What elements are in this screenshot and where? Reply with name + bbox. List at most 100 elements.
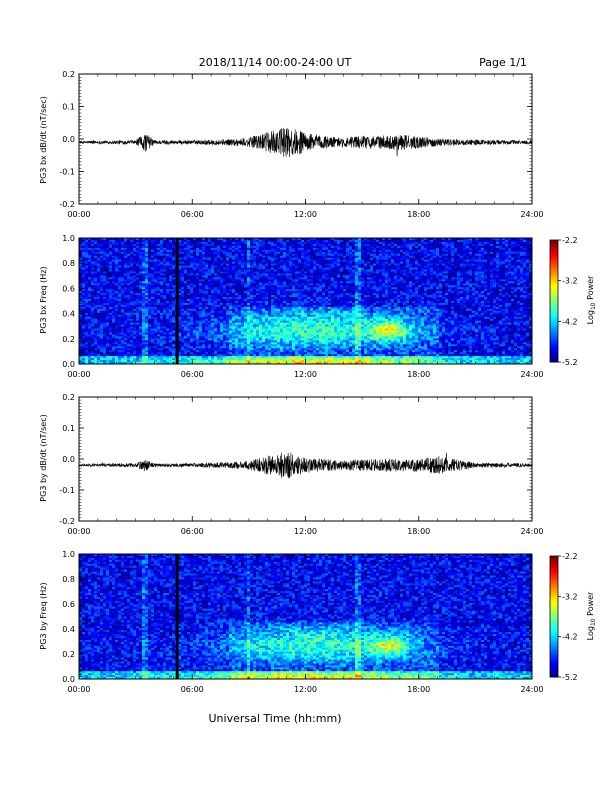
bx-spectrogram-cell: [142, 285, 146, 288]
bx-spectrogram-cell: [184, 352, 188, 355]
bx-spectrogram-cell: [103, 316, 107, 320]
bx-spectrogram-cell: [253, 245, 257, 249]
bx-spectrogram-cell: [106, 318, 110, 321]
bx-spectrogram-cell: [145, 269, 149, 272]
bx-spectrogram-cell: [169, 263, 173, 266]
bx-spectrogram-cell: [166, 251, 170, 255]
bx-spectrogram-cell: [262, 293, 266, 296]
bx-spectrogram-cell: [115, 281, 119, 284]
bx-spectrogram-cell: [115, 352, 119, 355]
bx-spectrogram-cell: [286, 295, 290, 298]
bx-spectrogram-cell: [79, 263, 83, 266]
bx-spectrogram-cell: [217, 358, 221, 361]
bx-spectrogram-cell: [292, 241, 296, 245]
bx-spectrogram-cell: [193, 338, 197, 341]
bx-spectrogram-cell: [241, 238, 245, 241]
bx-spectrogram-cell: [253, 271, 257, 274]
bx-spectrogram-cell: [151, 275, 155, 278]
bx-spectrogram-cell: [262, 281, 266, 284]
bx-spectrogram-cell: [259, 255, 263, 258]
bx-spectrogram-cell: [268, 340, 272, 343]
bx-spectrogram-cell: [283, 340, 287, 343]
bx-spectrogram-cell: [220, 348, 224, 351]
bx-spectrogram-cell: [145, 332, 149, 335]
bx-spectrogram-cell: [229, 265, 233, 268]
bx-spectrogram-cell: [178, 330, 182, 333]
bx-spectrogram-cell: [295, 267, 299, 270]
bx-spectrogram-cell: [133, 301, 137, 304]
bx-spectrogram-cell: [265, 308, 269, 312]
bx-spectrogram-cell: [214, 277, 218, 280]
bx-spectrogram-cell: [229, 277, 233, 280]
bx-spectrogram-cell: [247, 263, 251, 266]
bx-spectrogram-cell: [199, 295, 203, 298]
bx-spectrogram-cell: [232, 245, 236, 249]
bx-spectrogram-cell: [211, 263, 215, 266]
bx-spectrogram-cell: [160, 255, 164, 258]
bx-spectrogram-cell: [274, 301, 278, 304]
bx-spectrogram-cell: [130, 320, 134, 323]
bx-spectrogram-cell: [184, 308, 188, 312]
bx-spectrogram-cell: [286, 279, 290, 282]
bx-spectrogram-cell: [178, 350, 182, 353]
bx-spectrogram-cell: [79, 273, 83, 276]
bx-spectrogram-cell: [91, 239, 95, 243]
bx-spectrogram-cell: [97, 348, 101, 351]
bx-spectrogram-cell: [163, 279, 167, 282]
bx-spectrogram-cell: [214, 330, 218, 333]
bx-spectrogram-cell: [283, 338, 287, 341]
bx-spectrogram-cell: [160, 328, 164, 331]
bx-spectrogram-cell: [145, 251, 149, 255]
bx-spectrogram-cell: [283, 308, 287, 312]
bx-spectrogram-cell: [268, 245, 272, 249]
bx-spectrogram-cell: [94, 344, 98, 347]
bx-spectrogram-cell: [280, 330, 284, 333]
bx-spectrogram-cell: [238, 348, 242, 351]
bx-spectrogram-cell: [139, 271, 143, 274]
bx-spectrogram-cell: [166, 352, 170, 355]
bx-spectrogram-cell: [199, 289, 203, 292]
bx-spectrogram-cell: [232, 326, 236, 329]
bx-spectrogram-cell: [202, 346, 206, 349]
bx-spectrogram-cell: [259, 328, 263, 331]
bx-spectrogram-cell: [187, 352, 191, 355]
bx-spectrogram-cell: [109, 320, 113, 323]
bx-spectrogram-cell: [265, 289, 269, 292]
bx-spectrogram-cell: [190, 304, 194, 308]
bx-spectrogram-cell: [172, 354, 176, 357]
bx-spectrogram-cell: [106, 245, 110, 249]
bx-spectrogram-cell: [124, 283, 128, 286]
bx-spectrogram-cell: [250, 362, 254, 365]
bx-spectrogram-cell: [136, 340, 140, 343]
bx-spectrogram-cell: [181, 328, 185, 331]
bx-spectrogram-cell: [163, 346, 167, 349]
bx-spectrogram-cell: [91, 295, 95, 298]
bx-spectrogram-cell: [88, 251, 92, 255]
bx-spectrogram-cell: [121, 360, 125, 363]
bx-spectrogram-cell: [238, 312, 242, 316]
bx-spectrogram-cell: [280, 245, 284, 249]
bx-spectrogram-cell: [244, 289, 248, 292]
bx-spectrogram-cell: [181, 344, 185, 347]
bx-spectrogram-cell: [253, 293, 257, 296]
bx-spectrogram-cell: [109, 316, 113, 320]
bx-spectrogram-cell: [160, 241, 164, 245]
bx-spectrogram-cell: [229, 261, 233, 264]
bx-spectrogram-cell: [253, 346, 257, 349]
bx-spectrogram-cell: [184, 334, 188, 337]
bx-spectrogram-cell: [301, 297, 305, 300]
bx-spectrogram-cell: [157, 318, 161, 321]
bx-spectrogram-cell: [259, 273, 263, 276]
bx-spectrogram-cell: [247, 287, 251, 290]
bx-spectrogram-cell: [280, 306, 284, 310]
bx-spectrogram-cell: [274, 324, 278, 327]
bx-spectrogram-cell: [265, 302, 269, 306]
bx-spectrogram-cell: [100, 241, 104, 245]
bx-spectrogram-cell: [181, 297, 185, 300]
bx-spectrogram-cell: [223, 283, 227, 286]
bx-spectrogram-cell: [196, 253, 200, 257]
bx-spectrogram-cell: [94, 241, 98, 245]
bx-spectrogram-cell: [154, 239, 158, 243]
bx-spectrogram-cell: [157, 360, 161, 363]
bx-spectrogram-cell: [274, 299, 278, 302]
